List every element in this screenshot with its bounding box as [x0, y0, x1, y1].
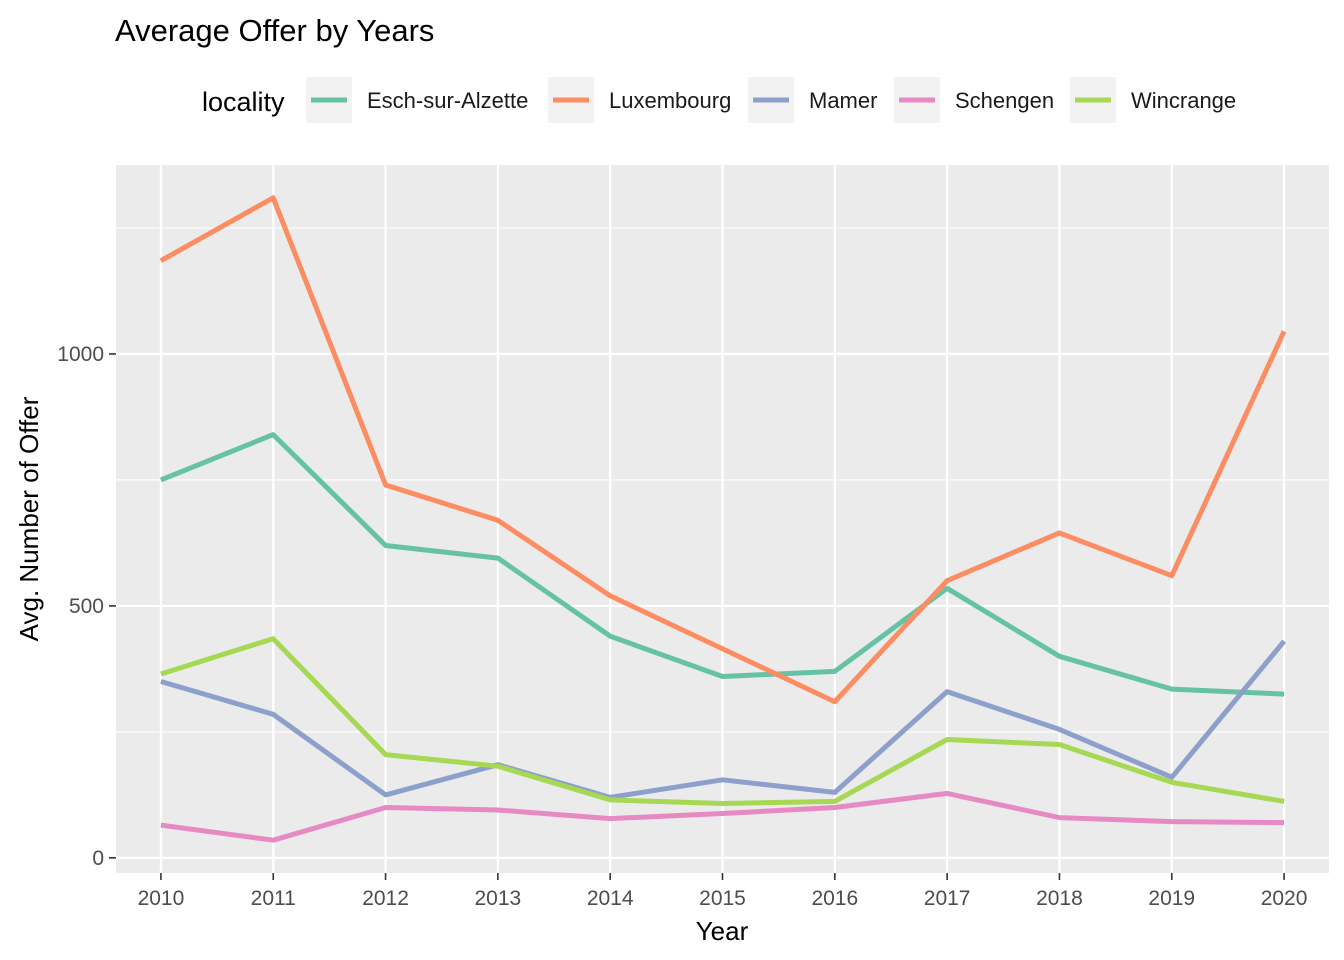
x-tick-label: 2017: [924, 887, 971, 910]
y-tick-label: 500: [69, 595, 104, 618]
series-line-luxembourg: [159, 195, 1287, 705]
series-line-schengen: [160, 790, 1285, 843]
y-axis-title: Avg. Number of Offer: [14, 396, 44, 641]
chart-title: Average Offer by Years: [115, 13, 434, 48]
legend-title: locality: [202, 87, 285, 117]
legend-label-esch-sur-alzette: Esch-sur-Alzette: [367, 88, 528, 113]
grid-major: [116, 165, 1329, 873]
series-line-wincrange: [160, 636, 1285, 806]
x-tick-label: 2012: [362, 887, 409, 910]
x-tick-label: 2014: [587, 887, 634, 910]
series-lines: [159, 195, 1287, 843]
y-tick-label: 0: [92, 847, 104, 870]
x-tick-label: 2020: [1261, 887, 1308, 910]
x-tick-label: 2019: [1148, 887, 1195, 910]
series-line-esch-sur-alzette: [159, 432, 1285, 697]
x-tick-label: 2013: [475, 887, 522, 910]
legend: Esch-sur-Alzette Luxembourg Mamer Schengen W…: [306, 77, 1236, 123]
x-tick-label: 2018: [1036, 887, 1083, 910]
x-tick-label: 2016: [811, 887, 858, 910]
x-tick-label: 2010: [138, 887, 185, 910]
x-axis: 2010 2011 2012 2013 2014 2015 2016 2017 2018 2019…: [138, 873, 1308, 910]
legend-label-wincrange: Wincrange: [1131, 88, 1236, 113]
legend-label-luxembourg: Luxembourg: [609, 88, 731, 113]
x-axis-title: Year: [696, 916, 749, 946]
legend-label-schengen: Schengen: [955, 88, 1054, 113]
y-axis: 0 500 1000: [57, 343, 116, 870]
y-tick-label: 1000: [57, 343, 104, 366]
x-tick-label: 2011: [251, 887, 296, 910]
series-line-mamer: [160, 639, 1287, 800]
legend-label-mamer: Mamer: [809, 88, 877, 113]
x-tick-label: 2015: [699, 887, 746, 910]
